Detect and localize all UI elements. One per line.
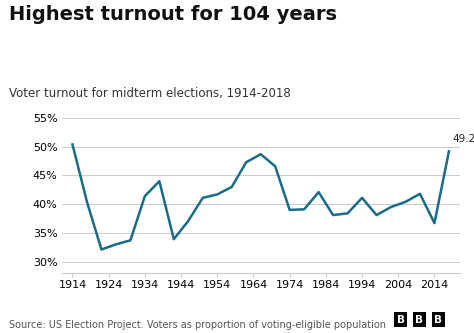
Text: Voter turnout for midterm elections, 1914-2018: Voter turnout for midterm elections, 191… xyxy=(9,87,291,100)
Text: B: B xyxy=(416,315,423,325)
Text: B: B xyxy=(397,315,404,325)
Text: Source: US Election Project. Voters as proportion of voting-eligible population: Source: US Election Project. Voters as p… xyxy=(9,320,386,330)
Text: Highest turnout for 104 years: Highest turnout for 104 years xyxy=(9,5,337,24)
Text: 49.2%: 49.2% xyxy=(453,135,474,145)
Text: B: B xyxy=(435,315,442,325)
